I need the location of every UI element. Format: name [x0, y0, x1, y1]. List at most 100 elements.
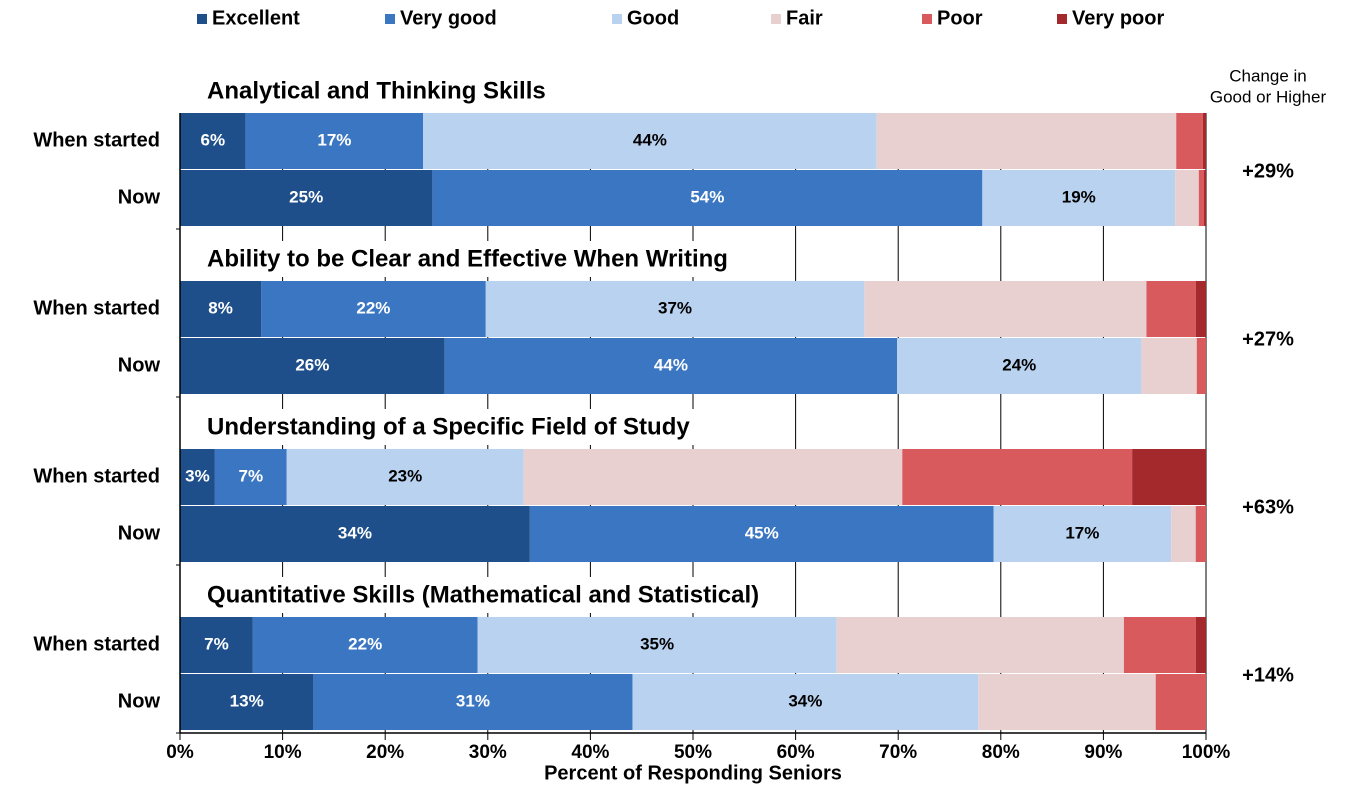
legend-swatch: [771, 14, 781, 24]
legend-swatch: [922, 14, 932, 24]
bar-segment: [252, 617, 478, 673]
value-label: 3%: [185, 466, 210, 485]
x-tick-label: 20%: [366, 742, 404, 763]
bar-segment: [180, 281, 262, 337]
panel-title: Ability to be Clear and Effective When W…: [207, 245, 728, 272]
bar-segment: [1132, 449, 1206, 505]
y-tick-label: When started: [33, 129, 160, 151]
x-tick-label: 0%: [166, 742, 194, 763]
value-label: 37%: [658, 298, 692, 317]
bar-segment: [1196, 338, 1206, 394]
bar-segment: [245, 113, 424, 169]
x-tick-label: 30%: [469, 742, 507, 763]
value-label: 22%: [356, 298, 390, 317]
bar-segment: [876, 113, 1177, 169]
bar-segment: [1171, 506, 1196, 562]
bar-segment: [180, 506, 530, 562]
bar-segment: [432, 170, 983, 226]
bar-segment: [313, 674, 633, 730]
bar-segment: [864, 281, 1147, 337]
value-label: 6%: [201, 130, 226, 149]
change-header: Good or Higher: [1210, 87, 1327, 106]
value-label: 34%: [788, 691, 822, 710]
y-tick-label: When started: [33, 633, 160, 655]
legend-label: Poor: [937, 7, 983, 29]
bar-segment: [444, 338, 898, 394]
value-label: 26%: [295, 355, 329, 374]
x-axis-label: Percent of Responding Seniors: [544, 762, 842, 784]
value-label: 19%: [1062, 187, 1096, 206]
bar-segment: [180, 449, 215, 505]
title-background: [203, 409, 695, 445]
bar-segment: [180, 170, 433, 226]
bar-segment: [1123, 617, 1196, 673]
bar-segment: [523, 449, 903, 505]
value-label: 17%: [1065, 523, 1099, 542]
bar-segment: [1141, 338, 1197, 394]
x-tick-label: 90%: [1084, 742, 1122, 763]
bar-segment: [978, 674, 1156, 730]
bar-segment: [836, 617, 1124, 673]
bar-segment: [1195, 617, 1206, 673]
panel-title: Understanding of a Specific Field of Stu…: [207, 413, 690, 440]
y-tick-label: Now: [118, 522, 161, 544]
value-label: 23%: [388, 466, 422, 485]
bar-segment: [897, 338, 1142, 394]
y-tick-label: Now: [118, 186, 161, 208]
panel-title: Quantitative Skills (Mathematical and St…: [207, 581, 759, 608]
change-value: +63%: [1242, 496, 1294, 518]
x-tick-label: 80%: [982, 742, 1020, 763]
value-label: 34%: [338, 523, 372, 542]
legend-swatch: [197, 14, 207, 24]
legend-label: Very poor: [1072, 7, 1164, 29]
x-tick-label: 50%: [674, 742, 712, 763]
value-label: 13%: [230, 691, 264, 710]
x-tick-label: 100%: [1182, 742, 1231, 763]
title-background: [203, 241, 732, 277]
value-label: 44%: [633, 130, 667, 149]
bar-segment: [477, 617, 837, 673]
value-label: 8%: [208, 298, 233, 317]
bar-segment: [261, 281, 486, 337]
bar-segment: [982, 170, 1176, 226]
bar-segment: [529, 506, 994, 562]
bar-segment: [180, 617, 253, 673]
title-background: [203, 73, 550, 109]
change-value: +27%: [1242, 328, 1294, 350]
x-tick-label: 60%: [777, 742, 815, 763]
value-label: 54%: [690, 187, 724, 206]
change-value: +29%: [1242, 160, 1294, 182]
bar-segment: [993, 506, 1172, 562]
value-label: 7%: [204, 634, 229, 653]
value-label: 44%: [654, 355, 688, 374]
value-label: 31%: [456, 691, 490, 710]
panel-title: Analytical and Thinking Skills: [207, 77, 546, 104]
bar-segment: [180, 674, 314, 730]
value-label: 7%: [239, 466, 264, 485]
bar-segment: [180, 113, 246, 169]
bar-segment: [632, 674, 979, 730]
bar-segment: [1195, 281, 1206, 337]
bar-segment: [902, 449, 1133, 505]
x-tick-label: 40%: [571, 742, 609, 763]
bar-segment: [1203, 170, 1206, 226]
y-tick-label: Now: [118, 690, 161, 712]
bar-segment: [1146, 281, 1196, 337]
bar-segment: [1198, 170, 1204, 226]
bar-segment: [214, 449, 287, 505]
y-tick-label: When started: [33, 465, 160, 487]
x-tick-label: 10%: [264, 742, 302, 763]
change-value: +14%: [1242, 664, 1294, 686]
bar-segment: [1155, 674, 1206, 730]
value-label: 24%: [1002, 355, 1036, 374]
bar-segment: [180, 338, 445, 394]
bar-segment: [1175, 170, 1199, 226]
legend-label: Excellent: [212, 7, 300, 29]
bar-segment: [1195, 506, 1206, 562]
legend-label: Fair: [786, 7, 823, 29]
legend-swatch: [1057, 14, 1067, 24]
x-tick-label: 70%: [879, 742, 917, 763]
legend-swatch: [612, 14, 622, 24]
bar-segment: [423, 113, 877, 169]
